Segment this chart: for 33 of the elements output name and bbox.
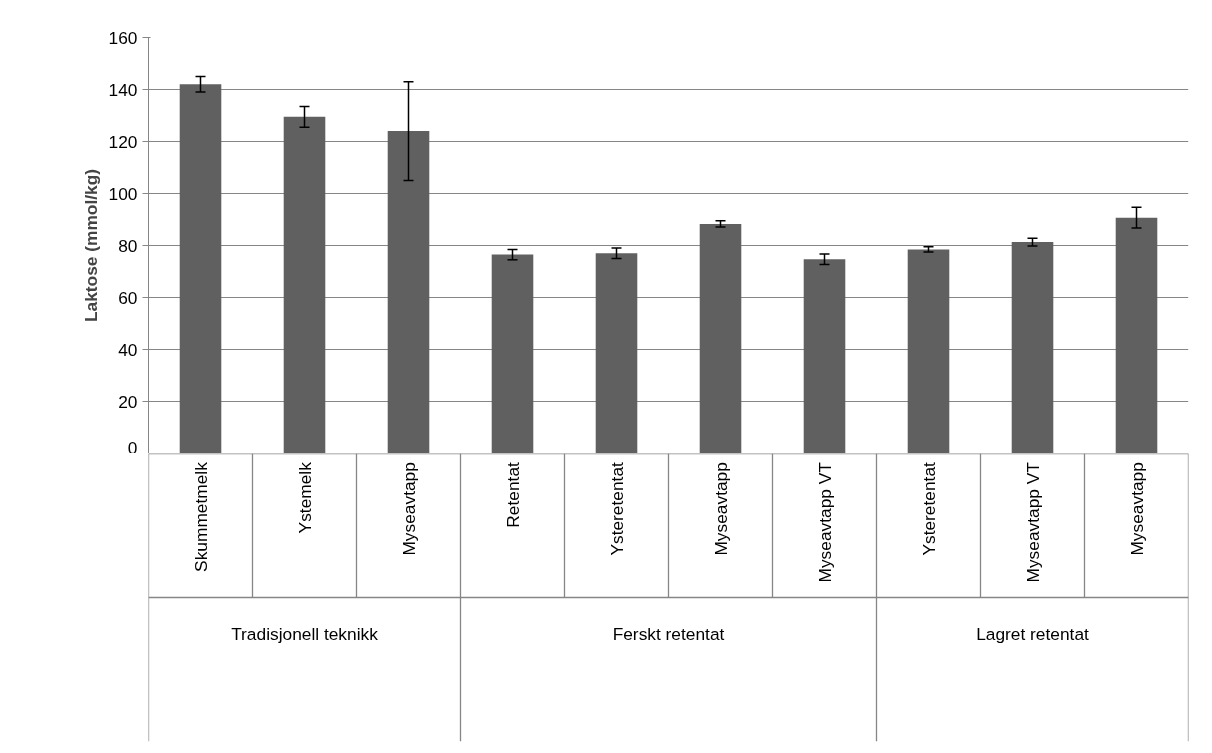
text: Lagret retentat (976, 623, 1090, 644)
y-tick-label: 60 (118, 287, 138, 308)
x-tick-label: Ysteretentat (918, 461, 939, 556)
x-tick-label: Myseavtapp (710, 462, 731, 556)
bar (1115, 217, 1158, 453)
y-tick-label: 20 (118, 391, 138, 412)
x-tick-label: Retentat (502, 461, 523, 528)
x-tick-label: Myseavtapp VT (1022, 461, 1043, 583)
bar (803, 259, 846, 453)
x-tick-label: Myseavtapp (1126, 462, 1147, 556)
y-tick-label: 0 (127, 437, 138, 458)
bar (491, 254, 534, 453)
bar (179, 84, 222, 453)
y-tick-label: 160 (108, 27, 138, 48)
y-tick-label: 120 (108, 131, 138, 152)
bar (699, 223, 742, 453)
bar (907, 249, 950, 453)
x-tick-label: Myseavtapp (398, 462, 419, 556)
bar (283, 116, 326, 453)
y-tick-label: 140 (108, 79, 138, 100)
x-tick-label: Ystemelk (294, 461, 315, 534)
x-tick-label: Myseavtapp VT (814, 461, 835, 583)
bar (595, 253, 638, 453)
y-tick-label: 40 (118, 339, 138, 360)
x-tick-label: Skummetmelk (190, 461, 211, 572)
bar (1011, 242, 1054, 453)
text: Tradisjonell teknikk (231, 623, 379, 644)
bar (387, 131, 430, 453)
y-axis-title: Laktose (mmol/kg) (80, 168, 101, 323)
text: Ferskt retentat (612, 623, 725, 644)
y-tick-label: 100 (108, 183, 138, 204)
y-tick-label: 80 (118, 235, 138, 256)
x-tick-label: Ysteretentat (606, 461, 627, 556)
